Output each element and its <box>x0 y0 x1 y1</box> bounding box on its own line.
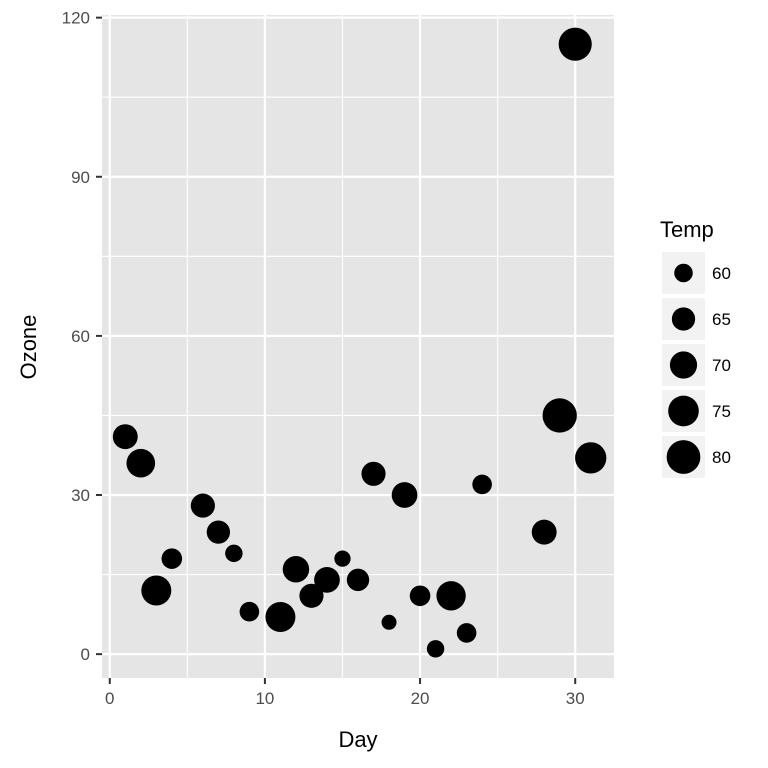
data-point <box>265 602 296 632</box>
data-point <box>161 548 183 569</box>
data-point <box>391 482 418 508</box>
legend-label: 75 <box>712 402 731 421</box>
x-tick-labels: 0 10 20 30 <box>105 689 585 708</box>
y-tick-label: 120 <box>62 9 90 28</box>
data-point <box>225 544 243 563</box>
data-point <box>334 550 351 567</box>
legend-label: 60 <box>712 264 731 283</box>
y-tick-label: 0 <box>81 645 90 664</box>
legend-symbol <box>674 263 693 283</box>
legend-symbol <box>668 395 699 427</box>
y-tick-label: 60 <box>71 327 90 346</box>
legend-label: 80 <box>712 448 731 467</box>
data-point <box>126 448 156 478</box>
data-point <box>112 424 138 450</box>
legend-label: 70 <box>712 356 731 375</box>
legend-symbol <box>671 307 696 331</box>
legend-title: Temp <box>660 217 714 242</box>
data-point <box>456 623 477 643</box>
data-point <box>542 398 577 433</box>
grid-minor <box>102 15 614 678</box>
data-point <box>206 520 231 544</box>
data-point <box>381 614 397 630</box>
data-point <box>299 583 324 608</box>
data-point <box>575 442 607 474</box>
data-point <box>409 585 431 607</box>
legend-symbol <box>669 351 698 379</box>
x-tick-label: 30 <box>566 689 585 708</box>
data-point <box>346 568 370 592</box>
y-tick-labels: 0 30 60 90 120 <box>62 9 90 664</box>
legend-label: 65 <box>712 310 731 329</box>
grid-major <box>102 15 614 678</box>
data-point <box>426 640 445 658</box>
y-axis-title: Ozone <box>16 315 41 380</box>
data-points <box>112 27 607 658</box>
data-point <box>558 27 592 61</box>
x-tick-label: 10 <box>255 689 274 708</box>
legend: Temp 60 65 70 75 80 <box>660 217 731 478</box>
data-point <box>239 601 260 622</box>
x-tick-label: 20 <box>411 689 430 708</box>
y-tick-label: 90 <box>71 168 90 187</box>
y-tick-label: 30 <box>71 486 90 505</box>
data-point <box>282 556 310 583</box>
x-tick-label: 0 <box>105 689 114 708</box>
data-point <box>361 461 386 486</box>
data-point <box>141 575 172 606</box>
legend-entries: 60 65 70 75 80 <box>662 252 731 478</box>
x-axis-title: Day <box>338 727 377 752</box>
data-point <box>314 567 340 593</box>
data-point <box>472 474 492 495</box>
data-point <box>531 519 557 545</box>
data-point <box>190 493 215 518</box>
axis-ticks <box>96 16 577 684</box>
legend-symbol <box>666 440 701 474</box>
data-point <box>436 581 466 611</box>
